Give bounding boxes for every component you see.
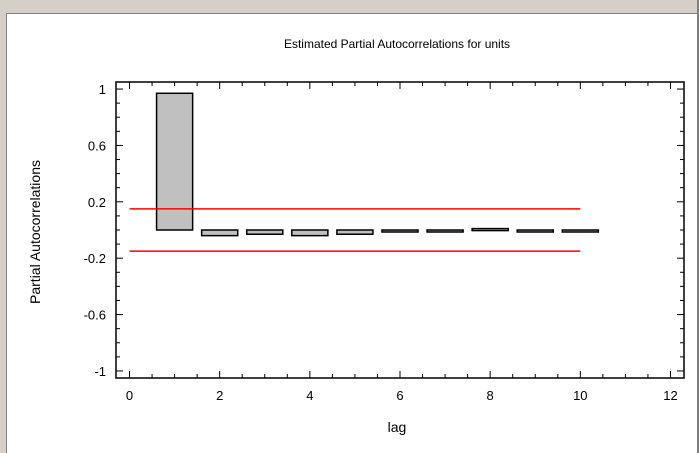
y-axis-title: Partial Autocorrelations <box>27 160 43 304</box>
pacf-bar <box>561 229 600 233</box>
pacf-bar <box>381 229 419 233</box>
x-tick-label: 0 <box>126 388 133 403</box>
x-tick-label: 8 <box>487 388 494 403</box>
y-tick-label: -0.2 <box>84 251 106 266</box>
pacf-bar <box>200 229 239 237</box>
y-tick-label: 0.6 <box>88 138 106 153</box>
pacf-bar <box>336 229 374 235</box>
x-axis-title: lag <box>388 419 407 435</box>
chart-title: Estimated Partial Autocorrelations for u… <box>284 37 510 51</box>
y-tick-label: -0.6 <box>84 308 106 323</box>
y-tick-label: 1 <box>99 82 106 97</box>
pacf-bar <box>516 229 555 233</box>
pacf-bar <box>155 92 194 231</box>
y-tick-label: -1 <box>94 364 106 379</box>
y-tick-label: 0.2 <box>88 195 106 210</box>
x-tick-label: 4 <box>306 388 313 403</box>
pacf-bar <box>291 229 329 237</box>
x-tick-label: 10 <box>573 388 587 403</box>
pacf-bar <box>426 229 464 233</box>
x-tick-label: 6 <box>396 388 403 403</box>
pane-border <box>697 0 699 453</box>
pacf-bar <box>245 229 284 235</box>
x-tick-label: 2 <box>216 388 223 403</box>
pacf-bar <box>471 227 509 232</box>
x-tick-label: 12 <box>663 388 677 403</box>
